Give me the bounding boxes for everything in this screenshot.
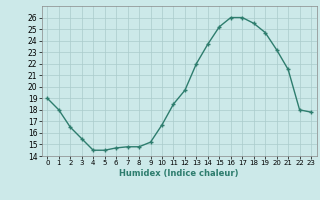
- X-axis label: Humidex (Indice chaleur): Humidex (Indice chaleur): [119, 169, 239, 178]
